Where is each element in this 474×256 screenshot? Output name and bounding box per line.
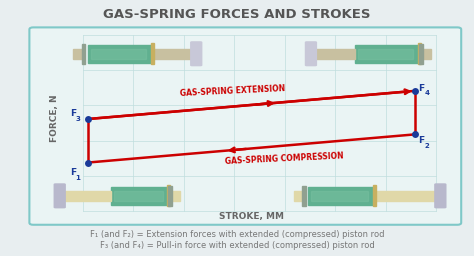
- FancyBboxPatch shape: [54, 183, 66, 208]
- FancyBboxPatch shape: [434, 183, 447, 208]
- Bar: [73, 49, 82, 59]
- FancyBboxPatch shape: [190, 41, 202, 66]
- Text: F: F: [419, 136, 425, 145]
- Bar: [114, 191, 163, 201]
- Bar: [167, 185, 170, 206]
- Text: 3: 3: [75, 116, 80, 122]
- Text: 2: 2: [424, 143, 429, 149]
- Bar: [151, 43, 154, 64]
- Text: 4: 4: [424, 90, 429, 97]
- FancyBboxPatch shape: [305, 41, 317, 66]
- Bar: [374, 191, 436, 201]
- Bar: [64, 191, 111, 201]
- Bar: [373, 185, 376, 206]
- Text: F₁ (and F₂) = Extension forces with extended (compressed) piston rod: F₁ (and F₂) = Extension forces with exte…: [90, 230, 384, 239]
- Bar: [172, 191, 180, 201]
- Bar: [311, 191, 368, 201]
- Bar: [419, 44, 423, 64]
- Text: FORCE, N: FORCE, N: [50, 94, 59, 142]
- Text: F: F: [419, 84, 425, 93]
- Bar: [294, 191, 302, 201]
- Bar: [88, 45, 152, 63]
- Bar: [302, 186, 306, 206]
- Text: F: F: [70, 168, 76, 177]
- Bar: [91, 49, 146, 59]
- Bar: [111, 187, 168, 205]
- Text: GAS-SPRING COMPRESSION: GAS-SPRING COMPRESSION: [225, 151, 344, 166]
- Bar: [168, 186, 172, 206]
- Bar: [358, 49, 413, 59]
- Text: STROKE, MM: STROKE, MM: [219, 212, 284, 221]
- Bar: [152, 49, 192, 59]
- FancyBboxPatch shape: [29, 27, 461, 225]
- Text: F: F: [70, 109, 76, 119]
- Bar: [418, 43, 421, 64]
- Bar: [315, 49, 355, 59]
- Bar: [308, 187, 374, 205]
- Text: F₃ (and F₄) = Pull-in force with extended (compressed) piston rod: F₃ (and F₄) = Pull-in force with extende…: [100, 241, 374, 250]
- Bar: [82, 44, 85, 64]
- Bar: [423, 49, 431, 59]
- Text: GAS-SPRING EXTENSION: GAS-SPRING EXTENSION: [180, 84, 285, 98]
- Bar: [355, 45, 419, 63]
- Text: GAS-SPRING FORCES AND STROKES: GAS-SPRING FORCES AND STROKES: [103, 8, 371, 20]
- Text: 1: 1: [75, 175, 80, 181]
